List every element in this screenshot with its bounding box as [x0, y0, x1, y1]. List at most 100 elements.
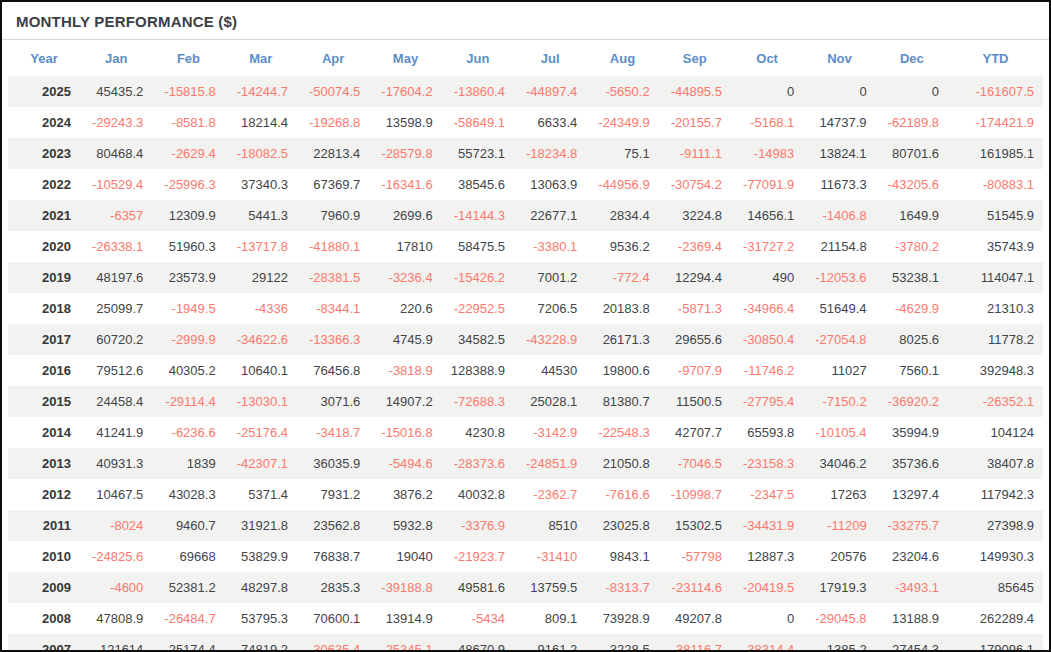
value-cell-oct: -14983: [731, 138, 803, 169]
year-cell: 2015: [8, 386, 80, 417]
value-cell-may: 13598.9: [369, 107, 441, 138]
value-cell-jun: -22952.5: [442, 293, 514, 324]
value-cell-feb: -2999.9: [152, 324, 224, 355]
value-cell-dec: 13188.9: [876, 603, 948, 634]
value-cell-sep: -44895.5: [659, 76, 731, 107]
value-cell-jan: 24458.4: [80, 386, 152, 417]
value-cell-sep: -9111.1: [659, 138, 731, 169]
year-cell: 2007: [8, 634, 80, 652]
value-cell-may: 17810: [369, 231, 441, 262]
table-row: 201524458.4-29114.4-13030.13071.614907.2…: [8, 386, 1043, 417]
table-row: 202545435.2-15815.8-14244.7-50074.5-1760…: [8, 76, 1043, 107]
value-cell-apr: 7931.2: [297, 479, 369, 510]
value-cell-feb: 1839: [152, 448, 224, 479]
value-cell-jun: 58475.5: [442, 231, 514, 262]
value-cell-may: -28579.8: [369, 138, 441, 169]
value-cell-aug: -5650.2: [586, 76, 658, 107]
value-cell-sep: 49207.8: [659, 603, 731, 634]
table-row: 201340931.31839-42307.136035.9-5494.6-28…: [8, 448, 1043, 479]
value-cell-dec: -36920.2: [876, 386, 948, 417]
value-cell-feb: 40305.2: [152, 355, 224, 386]
value-cell-jul: -44897.4: [514, 76, 586, 107]
value-cell-may: 13914.9: [369, 603, 441, 634]
value-cell-oct: -77091.9: [731, 169, 803, 200]
table-row: 2020-26338.151960.3-13717.8-41880.117810…: [8, 231, 1043, 262]
value-cell-feb: -26484.7: [152, 603, 224, 634]
value-cell-jan: 45435.2: [80, 76, 152, 107]
value-cell-jul: 7206.5: [514, 293, 586, 324]
value-cell-jan: 47808.9: [80, 603, 152, 634]
value-cell-dec: 8025.6: [876, 324, 948, 355]
value-cell-feb: 52381.2: [152, 572, 224, 603]
value-cell-apr: -19268.8: [297, 107, 369, 138]
value-cell-oct: -30850.4: [731, 324, 803, 355]
table-row: 2022-10529.4-25996.337340.367369.7-16341…: [8, 169, 1043, 200]
value-cell-mar: -18082.5: [225, 138, 297, 169]
value-cell-mar: -14244.7: [225, 76, 297, 107]
value-cell-jul: 44530: [514, 355, 586, 386]
value-cell-feb: 51960.3: [152, 231, 224, 262]
value-cell-sep: -10998.7: [659, 479, 731, 510]
value-cell-may: -39188.8: [369, 572, 441, 603]
value-cell-dec: 35736.6: [876, 448, 948, 479]
value-cell-feb: 43028.3: [152, 479, 224, 510]
value-cell-aug: -8313.7: [586, 572, 658, 603]
column-header-sep: Sep: [659, 40, 731, 76]
value-cell-aug: 3228.5: [586, 634, 658, 652]
value-cell-aug: 9536.2: [586, 231, 658, 262]
value-cell-may: -3236.4: [369, 262, 441, 293]
column-header-mar: Mar: [225, 40, 297, 76]
value-cell-apr: 23562.8: [297, 510, 369, 541]
value-cell-ytd: 85645: [948, 572, 1043, 603]
value-cell-may: -5494.6: [369, 448, 441, 479]
value-cell-jul: -24851.9: [514, 448, 586, 479]
value-cell-jul: -3142.9: [514, 417, 586, 448]
value-cell-mar: -13717.8: [225, 231, 297, 262]
value-cell-jun: -14144.3: [442, 200, 514, 231]
value-cell-ytd: 51545.9: [948, 200, 1043, 231]
value-cell-mar: -34622.6: [225, 324, 297, 355]
year-cell: 2017: [8, 324, 80, 355]
year-cell: 2008: [8, 603, 80, 634]
value-cell-dec: -3780.2: [876, 231, 948, 262]
value-cell-ytd: -26352.1: [948, 386, 1043, 417]
value-cell-sep: -9707.9: [659, 355, 731, 386]
value-cell-jan: -8024: [80, 510, 152, 541]
value-cell-aug: 73928.9: [586, 603, 658, 634]
value-cell-jul: 6633.4: [514, 107, 586, 138]
value-cell-jul: -18234.8: [514, 138, 586, 169]
table-row: 201760720.2-2999.9-34622.6-13366.34745.9…: [8, 324, 1043, 355]
value-cell-jul: 7001.2: [514, 262, 586, 293]
value-cell-jun: -5434: [442, 603, 514, 634]
value-cell-jun: -13860.4: [442, 76, 514, 107]
column-header-oct: Oct: [731, 40, 803, 76]
value-cell-dec: -4629.9: [876, 293, 948, 324]
value-cell-oct: 0: [731, 603, 803, 634]
value-cell-jun: 128388.9: [442, 355, 514, 386]
value-cell-nov: -11209: [803, 510, 875, 541]
value-cell-oct: -5168.1: [731, 107, 803, 138]
value-cell-jun: 48670.9: [442, 634, 514, 652]
value-cell-nov: 14737.9: [803, 107, 875, 138]
value-cell-jan: -6357: [80, 200, 152, 231]
value-cell-aug: -44956.9: [586, 169, 658, 200]
value-cell-oct: -20419.5: [731, 572, 803, 603]
value-cell-jun: 55723.1: [442, 138, 514, 169]
value-cell-jun: -15426.2: [442, 262, 514, 293]
table-header-row: YearJanFebMarAprMayJunJulAugSepOctNovDec…: [8, 40, 1043, 76]
value-cell-mar: 5371.4: [225, 479, 297, 510]
table-row: 201679512.640305.210640.176456.8-3818.91…: [8, 355, 1043, 386]
value-cell-mar: 18214.4: [225, 107, 297, 138]
value-cell-jun: -3376.9: [442, 510, 514, 541]
value-cell-mar: 48297.8: [225, 572, 297, 603]
value-cell-feb: 12309.9: [152, 200, 224, 231]
value-cell-nov: 11027: [803, 355, 875, 386]
value-cell-feb: -6236.6: [152, 417, 224, 448]
value-cell-sep: 3224.8: [659, 200, 731, 231]
value-cell-feb: -29114.4: [152, 386, 224, 417]
year-cell: 2010: [8, 541, 80, 572]
value-cell-jan: 48197.6: [80, 262, 152, 293]
value-cell-aug: 26171.3: [586, 324, 658, 355]
value-cell-feb: 23573.9: [152, 262, 224, 293]
year-cell: 2012: [8, 479, 80, 510]
